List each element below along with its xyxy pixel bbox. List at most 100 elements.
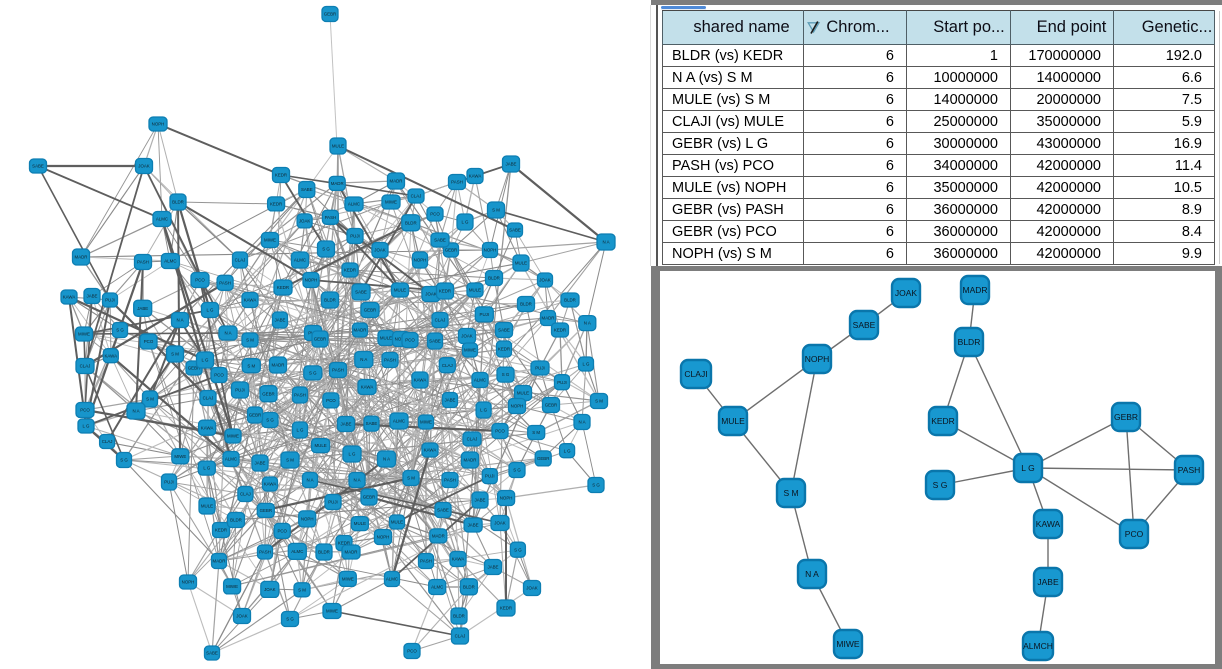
svg-text:MADR: MADR	[542, 316, 555, 321]
svg-text:BLDR: BLDR	[318, 550, 330, 555]
svg-text:S G: S G	[513, 468, 521, 473]
svg-text:KEDR: KEDR	[270, 202, 282, 207]
svg-text:KAWA: KAWA	[244, 298, 257, 303]
svg-text:NOPH: NOPH	[484, 248, 497, 253]
svg-text:GEBR: GEBR	[249, 413, 261, 418]
svg-text:BLDR: BLDR	[463, 584, 475, 589]
svg-text:N A: N A	[353, 478, 360, 483]
svg-text:S G: S G	[933, 480, 948, 490]
svg-text:N A: N A	[224, 331, 231, 336]
svg-text:MIWE: MIWE	[264, 238, 276, 243]
svg-text:GEBR: GEBR	[364, 308, 376, 313]
svg-text:KEDR: KEDR	[439, 289, 451, 294]
svg-text:BLDR: BLDR	[172, 200, 184, 205]
svg-text:MADR: MADR	[331, 181, 344, 186]
svg-text:L G: L G	[202, 358, 209, 363]
svg-text:BLDR: BLDR	[405, 220, 417, 225]
svg-text:S M: S M	[246, 338, 254, 343]
svg-text:L G: L G	[207, 308, 214, 313]
svg-text:PASH: PASH	[219, 280, 231, 285]
svg-text:S G: S G	[286, 617, 294, 622]
svg-text:JABE: JABE	[137, 306, 148, 311]
svg-text:BLDR: BLDR	[230, 518, 242, 523]
svg-text:L G: L G	[349, 452, 356, 457]
svg-text:PUJI: PUJI	[235, 388, 245, 393]
svg-text:S G: S G	[116, 328, 124, 333]
svg-text:BLDR: BLDR	[520, 302, 532, 307]
svg-text:JABE: JABE	[87, 294, 98, 299]
svg-text:KAWA: KAWA	[424, 448, 437, 453]
svg-text:MIWE: MIWE	[464, 348, 476, 353]
svg-text:MULE: MULE	[354, 521, 366, 526]
svg-text:PCO: PCO	[214, 373, 224, 378]
svg-text:N A: N A	[584, 321, 591, 326]
svg-text:CLAJI: CLAJI	[684, 369, 707, 379]
svg-text:PASH: PASH	[1178, 465, 1201, 475]
svg-text:PASH: PASH	[384, 358, 396, 363]
svg-text:MULE: MULE	[380, 336, 392, 341]
svg-text:S G: S G	[322, 247, 330, 252]
svg-text:GEBR: GEBR	[188, 366, 200, 371]
svg-text:ALMCH: ALMCH	[1023, 641, 1053, 651]
svg-text:SABE: SABE	[437, 508, 449, 513]
svg-text:NOPH: NOPH	[500, 496, 513, 501]
svg-text:KAWA: KAWA	[63, 295, 76, 300]
svg-text:MIWE: MIWE	[326, 609, 338, 614]
svg-text:N A: N A	[306, 478, 313, 483]
svg-text:JABE: JABE	[275, 318, 286, 323]
svg-text:NOPH: NOPH	[152, 122, 165, 127]
svg-text:PASH: PASH	[332, 368, 344, 373]
svg-text:CLAJ: CLAJ	[80, 364, 91, 369]
svg-text:N A: N A	[132, 409, 139, 414]
svg-text:MADR: MADR	[432, 534, 445, 539]
svg-text:PASH: PASH	[444, 478, 456, 483]
svg-text:CLAJ: CLAJ	[435, 318, 446, 323]
svg-text:SABE: SABE	[434, 238, 446, 243]
svg-text:ALMC: ALMC	[291, 549, 303, 554]
svg-text:MIWE: MIWE	[227, 434, 239, 439]
svg-text:S G: S G	[120, 458, 128, 463]
svg-text:JOAK: JOAK	[236, 614, 248, 619]
svg-text:KAWA: KAWA	[201, 425, 214, 430]
svg-text:JOAK: JOAK	[138, 164, 150, 169]
svg-text:KEDR: KEDR	[554, 328, 566, 333]
svg-text:NOPH: NOPH	[305, 278, 318, 283]
svg-text:MADR: MADR	[390, 179, 403, 184]
svg-text:JOAK: JOAK	[374, 248, 386, 253]
svg-text:ALMC: ALMC	[156, 217, 168, 222]
svg-text:SABE: SABE	[509, 228, 521, 233]
svg-text:CLAJ: CLAJ	[467, 437, 478, 442]
svg-text:JABE: JABE	[255, 461, 266, 466]
svg-text:MIWE: MIWE	[78, 332, 90, 337]
svg-text:PUJI: PUJI	[328, 500, 338, 505]
svg-text:JOAK: JOAK	[895, 288, 918, 298]
svg-text:S M: S M	[171, 352, 179, 357]
svg-text:JABE: JABE	[468, 523, 479, 528]
svg-text:JOAK: JOAK	[526, 586, 538, 591]
svg-text:MULE: MULE	[314, 443, 326, 448]
svg-text:ALMC: ALMC	[164, 259, 176, 264]
svg-text:S M: S M	[146, 397, 154, 402]
svg-text:MADR: MADR	[345, 550, 358, 555]
svg-text:N A: N A	[176, 318, 183, 323]
svg-text:NOPH: NOPH	[301, 517, 314, 522]
svg-text:PUJI: PUJI	[164, 480, 174, 485]
svg-text:PCO: PCO	[144, 339, 154, 344]
svg-text:L G: L G	[203, 466, 210, 471]
svg-text:MULE: MULE	[721, 416, 745, 426]
svg-text:BLDR: BLDR	[453, 614, 465, 619]
svg-text:JOAK: JOAK	[539, 278, 551, 283]
svg-text:PUJI: PUJI	[105, 298, 115, 303]
svg-text:S G: S G	[309, 371, 317, 376]
svg-text:KAWA: KAWA	[1036, 519, 1061, 529]
svg-text:NOPH: NOPH	[377, 535, 390, 540]
svg-text:NOPH: NOPH	[395, 337, 408, 342]
svg-text:SABE: SABE	[498, 328, 510, 333]
svg-text:S G: S G	[502, 372, 510, 377]
svg-text:ALMC: ALMC	[294, 258, 306, 263]
svg-text:SABE: SABE	[366, 421, 378, 426]
svg-text:PCO: PCO	[277, 529, 287, 534]
svg-text:JOAK: JOAK	[461, 334, 473, 339]
svg-text:JABE: JABE	[1037, 577, 1059, 587]
svg-text:KEDR: KEDR	[931, 416, 955, 426]
